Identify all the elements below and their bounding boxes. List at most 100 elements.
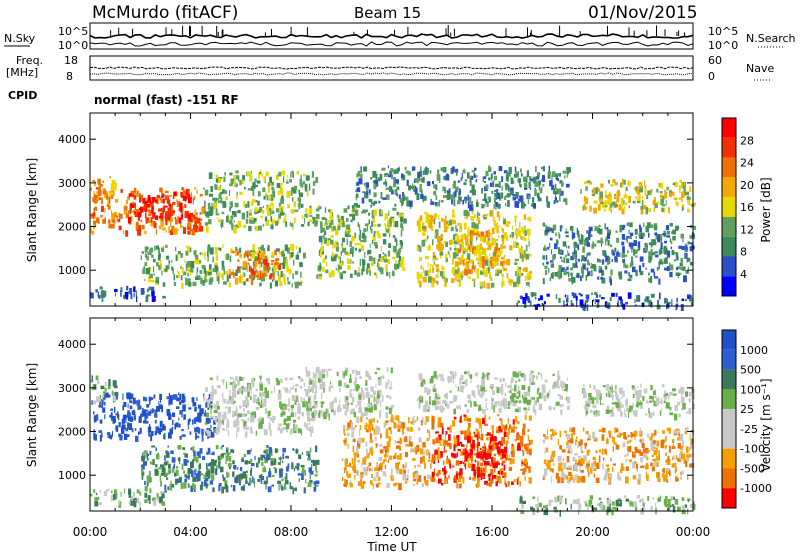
velocity-cell xyxy=(207,430,211,437)
power-cell xyxy=(201,252,203,256)
velocity-cell xyxy=(554,381,558,388)
power-cell xyxy=(98,295,101,299)
velocity-cell xyxy=(290,404,295,409)
power-cell xyxy=(90,187,92,191)
power-cell xyxy=(264,216,267,222)
velocity-cell xyxy=(431,419,435,424)
velocity-cell xyxy=(339,399,340,404)
velocity-cell xyxy=(396,441,400,444)
power-cell xyxy=(271,251,274,258)
power-cell xyxy=(480,270,484,275)
power-cell xyxy=(648,251,652,258)
power-cell xyxy=(393,183,397,187)
power-cell xyxy=(173,282,177,286)
power-cell xyxy=(582,246,585,253)
velocity-cell xyxy=(365,429,369,433)
velocity-cell xyxy=(467,431,472,437)
power-cell xyxy=(622,225,625,231)
power-cell xyxy=(373,209,377,216)
velocity-cell xyxy=(305,423,309,430)
velocity-cell xyxy=(196,451,200,456)
power-cell xyxy=(332,212,334,217)
velocity-cell xyxy=(215,468,218,475)
power-cell xyxy=(171,213,173,217)
power-cell xyxy=(398,212,401,218)
power-cell xyxy=(419,215,423,222)
power-cell xyxy=(362,209,366,213)
power-cell xyxy=(559,190,564,196)
velocity-cell xyxy=(227,407,231,414)
power-cell xyxy=(424,270,428,277)
power-cell xyxy=(198,226,201,232)
power-cell xyxy=(247,262,250,265)
power-cell xyxy=(171,226,175,233)
power-cell xyxy=(503,268,507,272)
velocity-cell xyxy=(512,419,515,425)
power-cell xyxy=(230,248,233,254)
velocity-cell xyxy=(241,413,246,417)
velocity-cell xyxy=(507,427,511,435)
velocity-cell xyxy=(267,414,270,419)
velocity-cell xyxy=(207,447,211,455)
power-cell xyxy=(586,253,588,258)
power-cell xyxy=(576,274,579,278)
power-cell xyxy=(475,223,479,229)
power-cell xyxy=(251,254,255,259)
power-cell xyxy=(229,201,233,206)
velocity-cell xyxy=(250,448,252,452)
velocity-cell xyxy=(352,445,355,452)
power-cell xyxy=(212,256,214,263)
power-cell xyxy=(495,260,497,267)
power-cell xyxy=(185,245,188,248)
power-cell xyxy=(547,172,551,179)
velocity-cell xyxy=(244,431,248,438)
power-cell xyxy=(416,271,420,279)
velocity-cell xyxy=(216,375,219,381)
velocity-cell xyxy=(111,416,113,421)
power-cell xyxy=(580,294,583,297)
power-cell xyxy=(533,203,536,209)
power-cell xyxy=(552,254,556,260)
velocity-cell xyxy=(511,377,514,383)
power-cell xyxy=(372,215,375,220)
velocity-cell xyxy=(298,454,301,459)
velocity-cell xyxy=(139,501,141,509)
velocity-cell xyxy=(376,367,381,370)
velocity-cell xyxy=(104,414,106,420)
power-cell xyxy=(432,251,435,255)
power-cell xyxy=(593,299,595,302)
velocity-cell xyxy=(229,376,233,380)
power-cell xyxy=(246,211,249,218)
power-cell xyxy=(374,179,379,187)
velocity-cell xyxy=(148,411,152,416)
power-cell xyxy=(181,267,184,274)
power-cell xyxy=(153,273,155,276)
velocity-cell xyxy=(381,395,384,402)
velocity-cell xyxy=(360,399,362,403)
velocity-cell xyxy=(175,478,178,485)
velocity-cell xyxy=(397,425,401,430)
power-cell xyxy=(476,217,480,222)
power-cell xyxy=(309,219,314,223)
power-cell xyxy=(143,204,147,210)
power-cell xyxy=(230,178,235,184)
power-cell xyxy=(626,237,628,243)
velocity-cell xyxy=(510,428,515,433)
velocity-cell xyxy=(159,420,163,428)
velocity-cell xyxy=(145,420,149,424)
velocity-cell xyxy=(495,481,498,487)
power-cell xyxy=(440,234,444,238)
power-cell xyxy=(363,235,367,242)
power-cell xyxy=(140,219,143,223)
power-cell xyxy=(363,228,367,233)
power-cell xyxy=(188,217,192,222)
velocity-cell xyxy=(294,468,296,472)
power-cell xyxy=(385,228,389,233)
velocity-cell xyxy=(397,455,400,460)
velocity-cell xyxy=(523,458,528,464)
nsky-traces xyxy=(89,25,694,47)
power-cell xyxy=(391,271,395,277)
velocity-cell xyxy=(280,378,283,383)
velocity-cell xyxy=(409,427,413,432)
power-cell xyxy=(258,201,260,205)
